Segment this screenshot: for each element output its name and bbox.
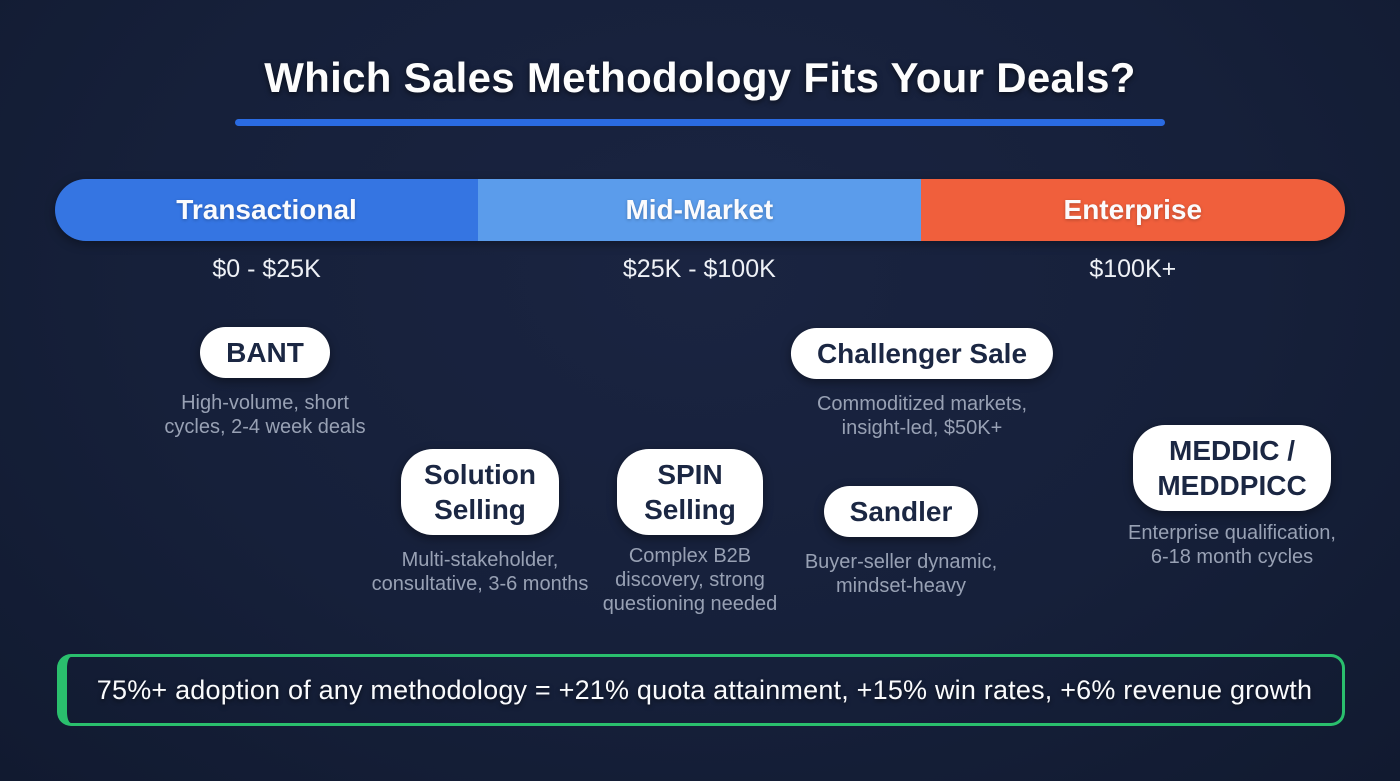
title-underline — [235, 119, 1165, 126]
deal-size-ranges: $0 - $25K $25K - $100K $100K+ — [55, 255, 1345, 284]
methodology-spin-selling: SPIN Selling Complex B2B discovery, stro… — [600, 449, 780, 616]
methodology-sandler: Sandler Buyer-seller dynamic, mindset-he… — [796, 486, 1006, 598]
methodology-description: Buyer-seller dynamic, mindset-heavy — [804, 551, 998, 597]
methodology-bant: BANT High-volume, short cycles, 2-4 week… — [156, 327, 374, 439]
methodology-description: Multi-stakeholder, consultative, 3-6 mon… — [371, 549, 589, 595]
segment-enterprise: Enterprise — [920, 179, 1345, 241]
methodology-map: BANT High-volume, short cycles, 2-4 week… — [0, 310, 1400, 645]
methodology-meddic-meddpicc: MEDDIC / MEDDPICC Enterprise qualificati… — [1122, 425, 1342, 569]
methodology-pill: Challenger Sale — [790, 328, 1054, 379]
methodology-pill: BANT — [200, 327, 330, 378]
methodology-pill: MEDDIC / MEDDPICC — [1133, 425, 1331, 511]
range-enterprise: $100K+ — [1089, 255, 1177, 283]
segment-transactional: Transactional — [55, 179, 479, 241]
adoption-stat-banner: 75%+ adoption of any methodology = +21% … — [57, 654, 1345, 726]
methodology-pill: Sandler — [823, 486, 979, 537]
deal-size-bar: Transactional Mid-Market Enterprise — [55, 179, 1345, 241]
segment-mid-market: Mid-Market — [478, 179, 921, 241]
methodology-description: High-volume, short cycles, 2-4 week deal… — [164, 392, 366, 438]
methodology-solution-selling: Solution Selling Multi-stakeholder, cons… — [366, 449, 594, 596]
methodology-challenger-sale: Challenger Sale Commoditized markets, in… — [790, 328, 1054, 440]
methodology-description: Complex B2B discovery, strong questionin… — [602, 545, 778, 615]
range-mid-market: $25K - $100K — [622, 255, 776, 283]
methodology-pill: Solution Selling — [401, 449, 559, 535]
page-title: Which Sales Methodology Fits Your Deals? — [264, 54, 1136, 101]
adoption-stat-text: 75%+ adoption of any methodology = +21% … — [96, 674, 1313, 705]
methodology-description: Commoditized markets, insight-led, $50K+ — [816, 393, 1028, 439]
methodology-pill: SPIN Selling — [617, 449, 763, 535]
methodology-description: Enterprise qualification, 6-18 month cyc… — [1128, 522, 1336, 568]
range-transactional: $0 - $25K — [212, 255, 321, 283]
